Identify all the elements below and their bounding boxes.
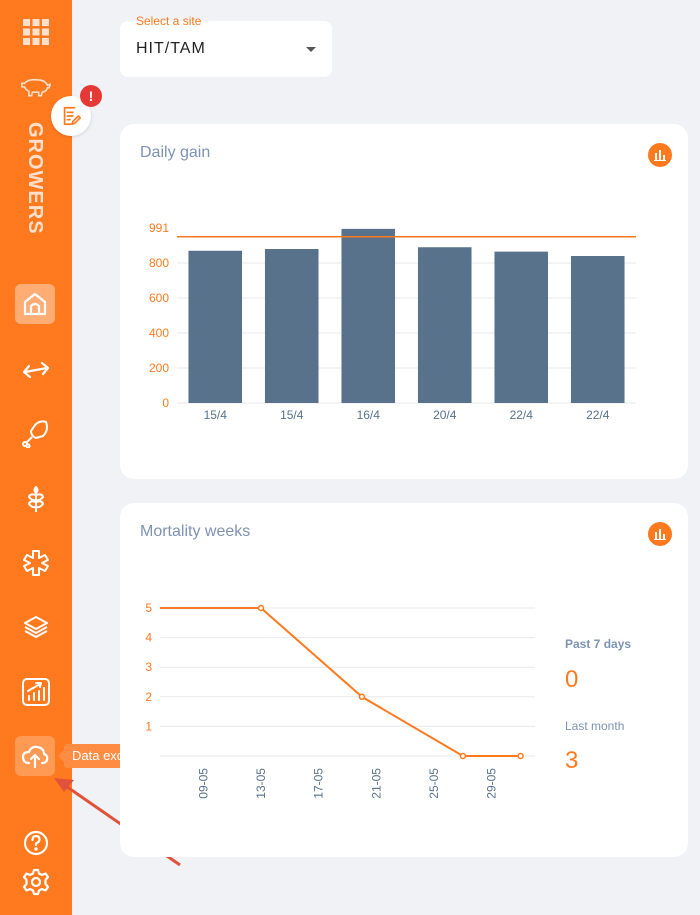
help-icon[interactable]: [16, 823, 56, 863]
y-tick-label: 3: [145, 660, 152, 674]
layers-icon[interactable]: [16, 607, 56, 647]
y-tick-label: 800: [149, 256, 169, 270]
site-select-value: HIT/TAM: [136, 40, 206, 57]
last-month-value: 3: [565, 747, 579, 774]
past-7-days-value: 0: [565, 666, 579, 693]
x-tick-label: 29-05: [485, 768, 499, 799]
y-tick-label: 1: [145, 719, 152, 733]
y-tick-label: 400: [149, 326, 169, 340]
cloud-upload-icon[interactable]: [15, 736, 55, 776]
y-tick-label: 0: [162, 396, 169, 410]
mortality-title: Mortality weeks: [140, 523, 251, 540]
exchange-arrows-icon[interactable]: [16, 350, 56, 390]
data-point: [517, 752, 524, 760]
apps-grid-icon[interactable]: [16, 12, 56, 52]
site-select-label: Select a site: [136, 14, 202, 28]
y-tick-label: 4: [145, 631, 152, 645]
analytics-icon[interactable]: [16, 672, 56, 712]
reference-label: 991: [149, 221, 169, 235]
y-tick-label: 200: [149, 361, 169, 375]
x-tick-label: 13-05: [254, 768, 268, 799]
pig-icon[interactable]: [16, 66, 56, 106]
alert-badge[interactable]: !: [80, 85, 102, 107]
daily-gain-chart: 0 200 400 600 800 15/4 15/4 16/4 20/4 22/4 22/4 991: [149, 221, 636, 422]
data-point: [257, 604, 265, 612]
bar: [264, 249, 319, 403]
x-tick-label: 17-05: [312, 768, 326, 799]
x-tick-label: 22/4: [586, 408, 610, 422]
bar: [494, 251, 549, 403]
x-tick-label: 15/4: [204, 408, 228, 422]
last-month-label: Last month: [565, 719, 625, 733]
daily-gain-card: 0 200 400 600 800 15/4 15/4 16/4 20/4 22/4 22/4 991…: [120, 124, 688, 479]
site-select[interactable]: Select a site HIT/TAM: [120, 14, 332, 77]
x-tick-label: 16/4: [357, 408, 381, 422]
y-tick-label: 2: [145, 690, 152, 704]
wheat-icon[interactable]: [16, 478, 56, 518]
daily-gain-title: Daily gain: [140, 144, 211, 161]
bar-chart-icon[interactable]: [648, 522, 672, 546]
bar: [188, 250, 243, 403]
series-line: [160, 607, 521, 757]
bar: [570, 256, 625, 403]
home-icon[interactable]: [15, 284, 55, 324]
settings-icon[interactable]: [16, 862, 56, 902]
x-tick-label: 09-05: [196, 768, 210, 799]
x-tick-label: 25-05: [427, 768, 441, 799]
x-tick-label: 22/4: [510, 408, 534, 422]
bar: [341, 228, 396, 403]
past-7-days-label: Past 7 days: [565, 637, 632, 651]
data-point: [358, 693, 366, 701]
x-tick-label: 20/4: [433, 408, 457, 422]
medical-icon[interactable]: [16, 543, 56, 583]
mortality-card: 1 2 3 4 5 09-05 13-05 17-05 21-05 25-05 29-05 Mort…: [120, 503, 688, 857]
brand-vertical: GROWERS: [24, 122, 46, 235]
meat-leg-icon[interactable]: [16, 413, 56, 453]
bar-chart-icon[interactable]: [648, 143, 672, 167]
sidebar: GROWERS: [0, 0, 72, 915]
data-point: [459, 752, 467, 760]
mortality-chart: 1 2 3 4 5 09-05 13-05 17-05 21-05 25-05 29-05: [145, 601, 535, 799]
y-tick-label: 600: [149, 291, 169, 305]
bar: [417, 247, 472, 403]
x-tick-label: 15/4: [280, 408, 304, 422]
y-tick-label: 5: [145, 601, 152, 615]
x-tick-label: 21-05: [369, 768, 383, 799]
chevron-down-icon[interactable]: [306, 47, 316, 52]
